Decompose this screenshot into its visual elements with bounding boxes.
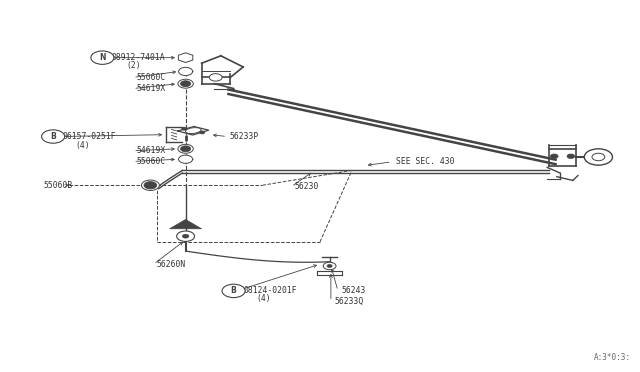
Circle shape (584, 149, 612, 165)
Circle shape (222, 284, 245, 298)
Ellipse shape (186, 128, 201, 134)
Circle shape (42, 130, 65, 143)
Circle shape (141, 180, 159, 190)
Circle shape (200, 131, 205, 134)
Text: 06157-0251F: 06157-0251F (63, 132, 116, 141)
Text: A:3*0:3:: A:3*0:3: (593, 353, 630, 362)
Text: (2): (2) (127, 61, 141, 70)
Text: SEE SEC. 430: SEE SEC. 430 (396, 157, 454, 166)
Circle shape (179, 67, 193, 76)
Circle shape (323, 262, 336, 270)
Text: 56233P: 56233P (229, 132, 259, 141)
Circle shape (180, 81, 191, 87)
Text: 54619X: 54619X (136, 146, 166, 155)
Text: 55060B: 55060B (44, 181, 73, 190)
Polygon shape (170, 219, 202, 229)
Text: 54619X: 54619X (136, 84, 166, 93)
Circle shape (91, 51, 114, 64)
Text: 56233Q: 56233Q (334, 297, 364, 306)
Text: 56230: 56230 (294, 182, 319, 191)
Circle shape (178, 79, 193, 88)
Circle shape (592, 153, 605, 161)
Circle shape (178, 144, 193, 153)
Circle shape (209, 74, 222, 81)
Text: 56243: 56243 (341, 286, 365, 295)
Circle shape (144, 182, 157, 189)
Circle shape (182, 234, 189, 238)
Text: B: B (231, 286, 236, 295)
Circle shape (182, 127, 187, 130)
Text: 55060C: 55060C (136, 157, 166, 166)
Text: 56260N: 56260N (157, 260, 186, 269)
Text: 08912-7401A: 08912-7401A (112, 53, 166, 62)
Circle shape (327, 264, 332, 267)
Text: B: B (51, 132, 56, 141)
Circle shape (179, 155, 193, 163)
Circle shape (177, 231, 195, 241)
Circle shape (180, 146, 191, 152)
Polygon shape (179, 53, 193, 62)
Text: 08124-0201F: 08124-0201F (243, 286, 297, 295)
Text: (4): (4) (256, 294, 271, 303)
Text: N: N (99, 53, 106, 62)
Circle shape (550, 154, 558, 158)
Text: 55060C: 55060C (136, 73, 166, 82)
Circle shape (567, 154, 575, 158)
Text: (4): (4) (76, 141, 90, 150)
